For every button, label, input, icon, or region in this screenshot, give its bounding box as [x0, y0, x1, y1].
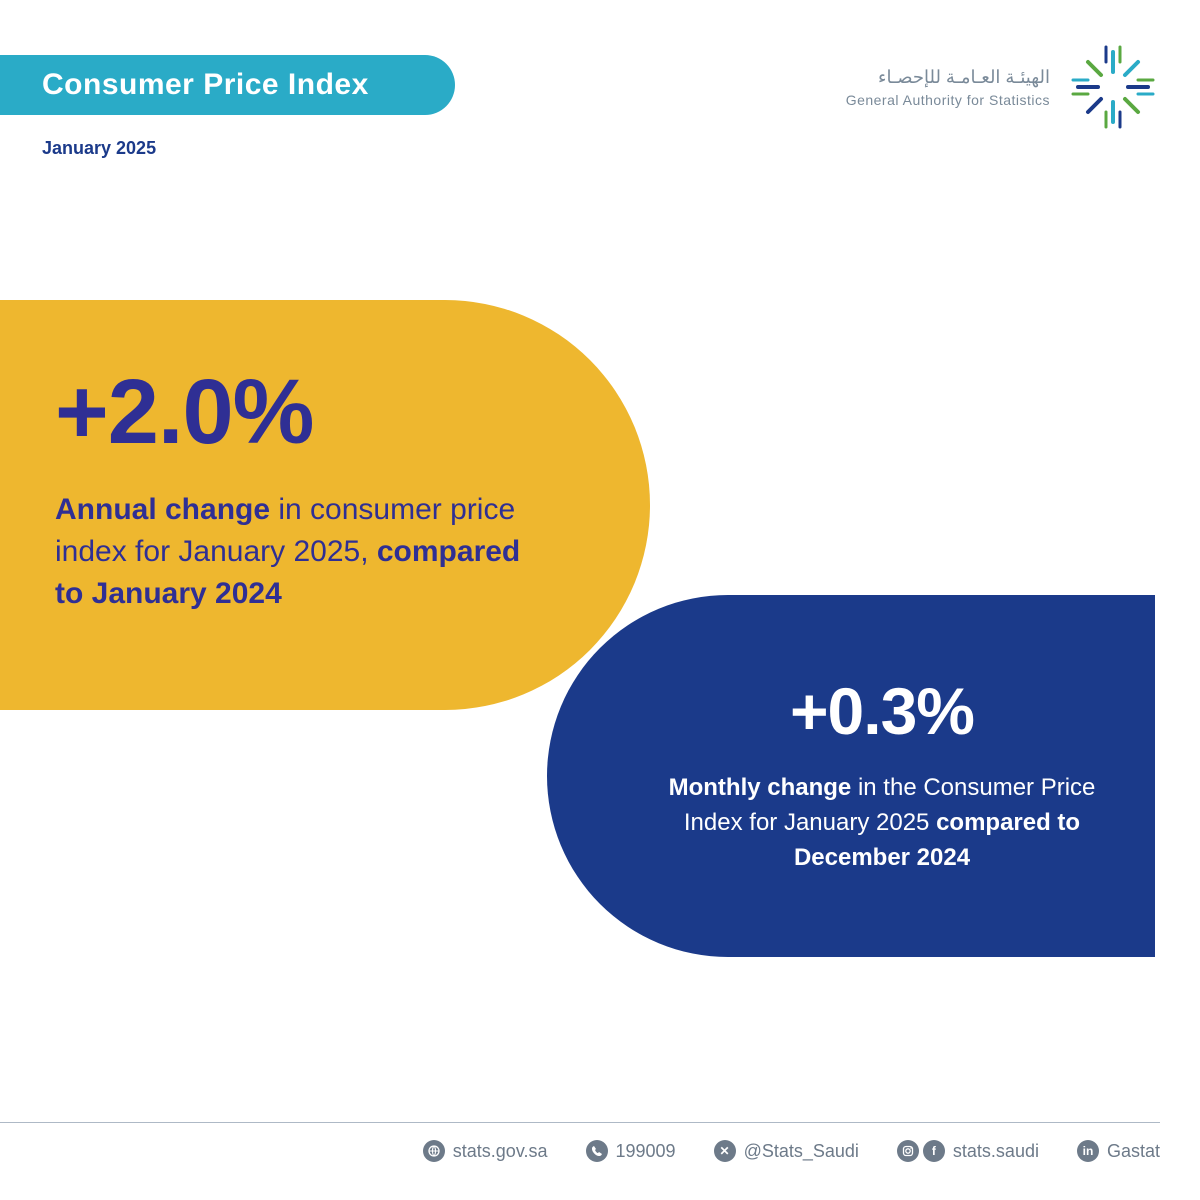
footer-twitter-text: @Stats_Saudi [744, 1141, 859, 1162]
footer: stats.gov.sa 199009 ✕ @Stats_Saudi f sta… [0, 1140, 1160, 1162]
footer-phone-text: 199009 [616, 1141, 676, 1162]
footer-linkedin: in Gastat [1077, 1140, 1160, 1162]
logo-mark-icon [1068, 42, 1158, 132]
footer-divider [0, 1122, 1160, 1123]
footer-website-text: stats.gov.sa [453, 1141, 548, 1162]
linkedin-icon: in [1077, 1140, 1099, 1162]
org-logo: الهيئـة العـامـة للإحصـاء General Author… [846, 42, 1158, 132]
footer-social-text: stats.saudi [953, 1141, 1039, 1162]
footer-phone: 199009 [586, 1140, 676, 1162]
page-title: Consumer Price Index [42, 68, 369, 102]
footer-linkedin-text: Gastat [1107, 1141, 1160, 1162]
footer-twitter: ✕ @Stats_Saudi [714, 1140, 859, 1162]
annual-change-card: +2.0% Annual change in consumer price in… [0, 300, 650, 710]
logo-text: الهيئـة العـامـة للإحصـاء General Author… [846, 64, 1050, 110]
monthly-change-card: +0.3% Monthly change in the Consumer Pri… [547, 595, 1155, 957]
logo-english: General Authority for Statistics [846, 90, 1050, 110]
globe-icon [423, 1140, 445, 1162]
report-date: January 2025 [42, 138, 156, 159]
footer-website: stats.gov.sa [423, 1140, 548, 1162]
logo-arabic: الهيئـة العـامـة للإحصـاء [846, 64, 1050, 90]
monthly-desc-bold1: Monthly change [669, 774, 852, 801]
footer-social: f stats.saudi [897, 1140, 1039, 1162]
monthly-change-description: Monthly change in the Consumer Price Ind… [667, 771, 1097, 875]
annual-desc-bold1: Annual change [55, 493, 270, 526]
annual-change-description: Annual change in consumer price index fo… [55, 489, 535, 615]
phone-icon [586, 1140, 608, 1162]
header-bar: Consumer Price Index [0, 55, 455, 115]
footer-items: stats.gov.sa 199009 ✕ @Stats_Saudi f sta… [400, 1140, 1160, 1162]
instagram-icon [897, 1140, 919, 1162]
monthly-change-value: +0.3% [657, 673, 1107, 749]
annual-change-value: +2.0% [55, 360, 580, 465]
facebook-icon: f [923, 1140, 945, 1162]
x-icon: ✕ [714, 1140, 736, 1162]
